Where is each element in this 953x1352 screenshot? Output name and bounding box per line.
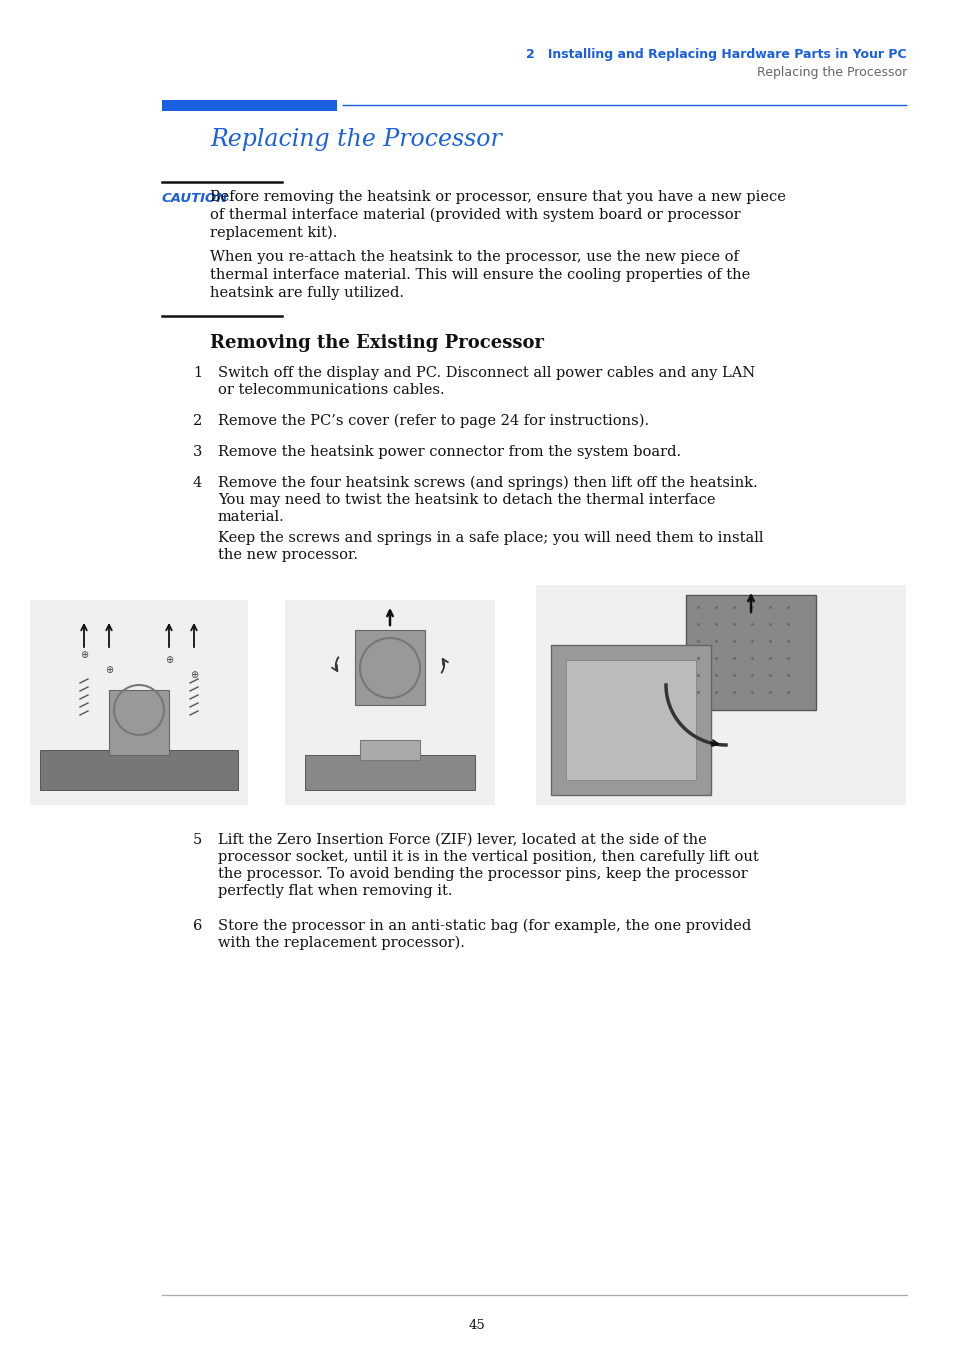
Text: You may need to twist the heatsink to detach the thermal interface: You may need to twist the heatsink to de…	[218, 493, 715, 507]
Text: 1: 1	[193, 366, 202, 380]
Bar	[162, 100, 336, 111]
Text: ⊕: ⊕	[80, 650, 88, 660]
Bar	[285, 600, 495, 804]
Text: material.: material.	[218, 510, 284, 525]
Text: Before removing the heatsink or processor, ensure that you have a new piece: Before removing the heatsink or processo…	[210, 191, 785, 204]
Bar	[40, 750, 237, 790]
Bar	[355, 630, 424, 704]
Text: 45: 45	[468, 1320, 485, 1332]
Text: 2: 2	[193, 414, 202, 429]
Bar	[109, 690, 169, 754]
Text: 5: 5	[193, 833, 202, 846]
Text: Removing the Existing Processor: Removing the Existing Processor	[210, 334, 543, 352]
Text: processor socket, until it is in the vertical position, then carefully lift out: processor socket, until it is in the ver…	[218, 850, 758, 864]
Text: the processor. To avoid bending the processor pins, keep the processor: the processor. To avoid bending the proc…	[218, 867, 747, 882]
Text: 4: 4	[193, 476, 202, 489]
Bar	[30, 600, 248, 804]
Text: or telecommunications cables.: or telecommunications cables.	[218, 383, 444, 397]
Text: of thermal interface material (provided with system board or processor: of thermal interface material (provided …	[210, 208, 740, 222]
Text: the new processor.: the new processor.	[218, 548, 357, 562]
Text: perfectly flat when removing it.: perfectly flat when removing it.	[218, 884, 452, 898]
Text: Remove the four heatsink screws (and springs) then lift off the heatsink.: Remove the four heatsink screws (and spr…	[218, 476, 757, 491]
Text: Replacing the Processor: Replacing the Processor	[756, 66, 906, 78]
Text: CAUTION: CAUTION	[162, 192, 228, 206]
Text: 6: 6	[193, 919, 202, 933]
Bar	[536, 585, 905, 804]
Text: ⊕: ⊕	[165, 654, 172, 665]
Text: heatsink are fully utilized.: heatsink are fully utilized.	[210, 287, 403, 300]
Bar	[551, 645, 710, 795]
Text: Switch off the display and PC. Disconnect all power cables and any LAN: Switch off the display and PC. Disconnec…	[218, 366, 755, 380]
Bar	[565, 660, 696, 780]
Bar	[305, 754, 475, 790]
Text: 3: 3	[193, 445, 202, 458]
Text: thermal interface material. This will ensure the cooling properties of the: thermal interface material. This will en…	[210, 268, 749, 283]
Text: ⊕: ⊕	[105, 665, 113, 675]
Text: 2   Installing and Replacing Hardware Parts in Your PC: 2 Installing and Replacing Hardware Part…	[526, 49, 906, 61]
Text: Store the processor in an anti-static bag (for example, the one provided: Store the processor in an anti-static ba…	[218, 919, 750, 933]
Text: Replacing the Processor: Replacing the Processor	[210, 128, 501, 151]
Text: When you re-attach the heatsink to the processor, use the new piece of: When you re-attach the heatsink to the p…	[210, 250, 739, 264]
Bar	[359, 740, 419, 760]
Text: Remove the heatsink power connector from the system board.: Remove the heatsink power connector from…	[218, 445, 680, 458]
Text: with the replacement processor).: with the replacement processor).	[218, 936, 464, 950]
Text: Lift the Zero Insertion Force (ZIF) lever, located at the side of the: Lift the Zero Insertion Force (ZIF) leve…	[218, 833, 706, 846]
Text: Keep the screws and springs in a safe place; you will need them to install: Keep the screws and springs in a safe pl…	[218, 531, 762, 545]
Text: replacement kit).: replacement kit).	[210, 226, 337, 241]
Bar	[685, 595, 815, 710]
Text: ⊕: ⊕	[190, 671, 198, 680]
Text: Remove the PC’s cover (refer to page 24 for instructions).: Remove the PC’s cover (refer to page 24 …	[218, 414, 648, 429]
